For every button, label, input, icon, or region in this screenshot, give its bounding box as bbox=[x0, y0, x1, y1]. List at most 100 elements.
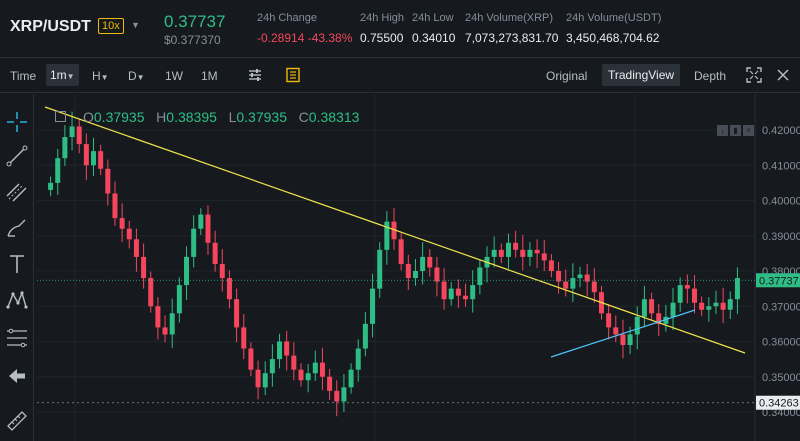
candle-body bbox=[269, 359, 275, 374]
legend-toggle-icon[interactable] bbox=[55, 111, 66, 122]
candle-body bbox=[334, 390, 340, 402]
candle-body bbox=[184, 256, 190, 286]
candle-body bbox=[305, 373, 311, 381]
candle-body bbox=[577, 274, 583, 279]
candle-body bbox=[656, 313, 662, 324]
candle-body bbox=[677, 285, 683, 303]
high-label: H bbox=[156, 109, 167, 125]
ticker-header: XRP/USDT 10x ▼ 0.37737 $0.377370 24h Cha… bbox=[0, 0, 800, 58]
candle-body bbox=[312, 362, 318, 374]
y-tick-label: 0.39000 bbox=[762, 231, 800, 243]
candle-body bbox=[241, 327, 247, 349]
low-label: L bbox=[228, 109, 237, 125]
low-value: 0.37935 bbox=[236, 109, 287, 125]
y-tick-label: 0.36000 bbox=[762, 337, 800, 349]
candle-body bbox=[212, 242, 218, 264]
fib-retracement-icon[interactable] bbox=[5, 326, 29, 350]
price-chart[interactable]: 0.42000 0.41000 0.40000 0.39000 0.38000 0.370… bbox=[35, 94, 800, 441]
legend-down-icon[interactable]: ↓ bbox=[717, 125, 728, 136]
candle-body bbox=[548, 260, 554, 271]
candle-body bbox=[420, 256, 426, 271]
week-button[interactable]: 1W bbox=[165, 69, 183, 83]
candle-body bbox=[477, 267, 483, 286]
month-button[interactable]: 1M bbox=[201, 69, 218, 83]
candle-body bbox=[620, 334, 626, 346]
candle-body bbox=[491, 249, 497, 257]
y-tick-label: 0.34000 bbox=[762, 407, 800, 419]
y-tick-label: 0.37000 bbox=[762, 301, 800, 313]
candle-body bbox=[327, 376, 333, 391]
fullscreen-icon[interactable] bbox=[746, 67, 762, 83]
candle-body bbox=[126, 228, 132, 240]
candle-body bbox=[219, 263, 225, 279]
day-selector[interactable]: D▼ bbox=[128, 69, 145, 83]
candle-body bbox=[513, 242, 519, 250]
candle-body bbox=[198, 214, 204, 229]
support-trendline bbox=[550, 309, 696, 358]
leverage-badge[interactable]: 10x bbox=[98, 18, 124, 34]
chevron-down-icon[interactable]: ▼ bbox=[131, 20, 140, 30]
candle-body bbox=[76, 126, 82, 145]
candle-body bbox=[634, 316, 640, 335]
pattern-tool-icon[interactable] bbox=[5, 288, 29, 312]
ruler-icon[interactable] bbox=[5, 409, 29, 433]
candle-body bbox=[541, 253, 547, 261]
candle-body bbox=[255, 369, 261, 388]
last-price: 0.37737 bbox=[164, 12, 226, 31]
day-label: D bbox=[128, 69, 137, 83]
candle-body bbox=[434, 267, 440, 282]
y-tick-label: 0.41000 bbox=[762, 160, 800, 172]
candle-body bbox=[262, 373, 268, 388]
indicator-list-icon[interactable] bbox=[285, 67, 301, 83]
drawing-toolbar bbox=[0, 94, 34, 441]
open-label: O bbox=[83, 109, 94, 125]
candle-body bbox=[534, 249, 540, 254]
candle-body bbox=[663, 316, 669, 324]
candle-body bbox=[527, 249, 533, 257]
candle-body bbox=[248, 348, 254, 370]
brush-icon[interactable] bbox=[5, 216, 29, 240]
candle-body bbox=[176, 285, 182, 314]
candle-body bbox=[362, 323, 368, 349]
candle-body bbox=[556, 271, 562, 282]
candle-body bbox=[141, 256, 147, 279]
hour-selector[interactable]: H▼ bbox=[92, 69, 109, 83]
close-icon[interactable] bbox=[775, 67, 791, 83]
candle-body bbox=[684, 285, 690, 289]
candle-body bbox=[591, 281, 597, 293]
candlestick-chart[interactable]: 0.420000.410000.400000.390000.380000.370… bbox=[35, 94, 800, 441]
candle-body bbox=[734, 278, 740, 300]
candle-body bbox=[155, 306, 161, 328]
candle-body bbox=[520, 249, 526, 257]
legend-settings-icon[interactable]: ▮ bbox=[730, 125, 741, 136]
candle-body bbox=[670, 302, 676, 317]
legend-close-icon[interactable]: × bbox=[743, 125, 754, 136]
trend-line-icon[interactable] bbox=[5, 144, 29, 168]
view-tradingview[interactable]: TradingView bbox=[602, 64, 681, 86]
crosshair-icon[interactable] bbox=[5, 110, 29, 134]
high-value: 0.38395 bbox=[166, 109, 217, 125]
current-price-tag bbox=[756, 273, 800, 288]
candle-body bbox=[412, 271, 418, 279]
view-original[interactable]: Original bbox=[546, 69, 588, 83]
pair-name[interactable]: XRP/USDT bbox=[10, 18, 91, 35]
candle-body bbox=[348, 369, 354, 388]
settings-sliders-icon[interactable] bbox=[247, 67, 263, 83]
parallel-channel-icon[interactable] bbox=[5, 180, 29, 204]
stat-value-high: 0.75500 bbox=[360, 31, 404, 45]
text-tool-icon[interactable] bbox=[5, 252, 29, 276]
low-price-tag bbox=[756, 395, 800, 410]
candle-body bbox=[455, 288, 461, 296]
candle-body bbox=[298, 369, 304, 381]
interval-label: 1m bbox=[50, 68, 67, 82]
candle-body bbox=[105, 168, 111, 194]
candle-body bbox=[234, 299, 240, 328]
stat-value-change: -0.28914 -43.38% bbox=[257, 31, 353, 45]
interval-selector[interactable]: 1m▼ bbox=[46, 64, 79, 86]
stat-value-low: 0.34010 bbox=[412, 31, 456, 45]
view-depth[interactable]: Depth bbox=[694, 69, 727, 83]
candle-body bbox=[355, 348, 361, 370]
arrow-left-icon[interactable] bbox=[5, 364, 29, 388]
stat-label-change: 24h Change bbox=[257, 12, 317, 24]
y-tick-label: 0.35000 bbox=[762, 372, 800, 384]
